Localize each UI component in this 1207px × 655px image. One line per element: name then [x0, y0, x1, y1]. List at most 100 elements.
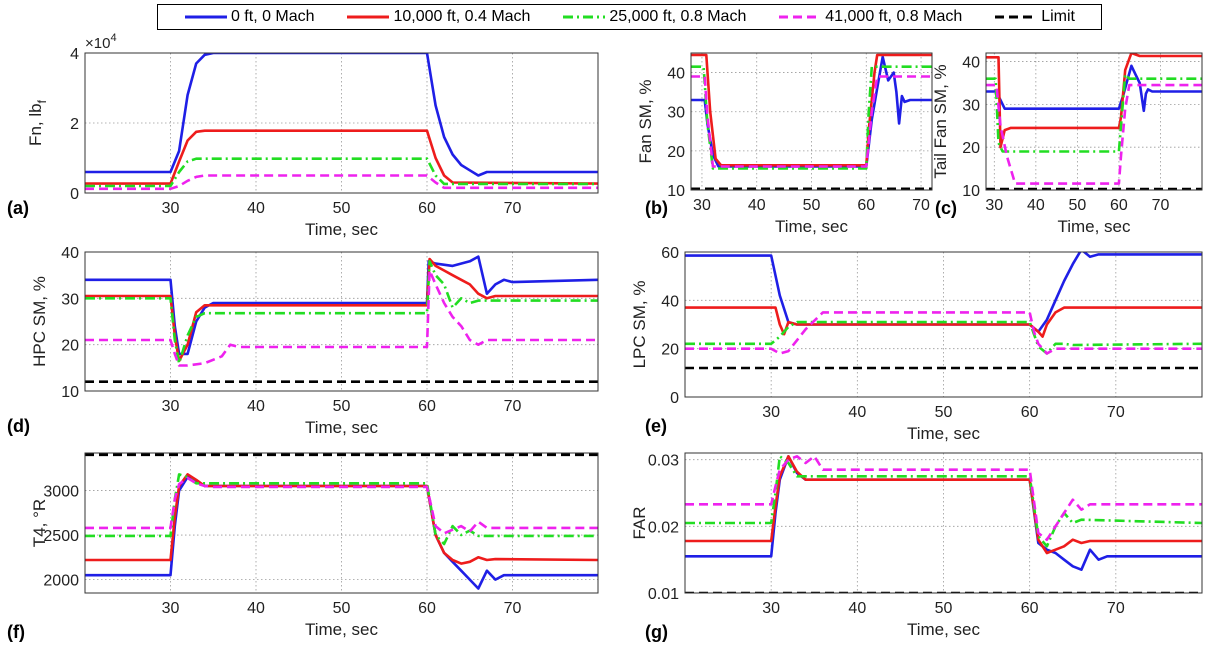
panel-label: (a)	[7, 198, 29, 218]
legend-item: 25,000 ft, 0.8 Mach	[562, 8, 746, 26]
legend-item: 0 ft, 0 Mach	[184, 8, 315, 26]
plot-frame	[690, 52, 933, 191]
plot-frame	[684, 251, 1203, 398]
axis-exponent: ×104	[85, 32, 117, 52]
series-line	[691, 75, 932, 168]
x-axis-label: Time, sec	[907, 620, 981, 639]
y-axis-label: Fn, lbf	[26, 99, 49, 146]
x-tick-label: 40	[247, 600, 265, 617]
x-tick-label: 30	[693, 197, 711, 214]
panel-label: (g)	[645, 622, 668, 642]
x-tick-label: 60	[857, 197, 875, 214]
plot-frame	[84, 251, 599, 392]
x-tick-label: 70	[912, 197, 930, 214]
x-tick-label: 30	[162, 398, 180, 415]
chart-panel: 30 40 50 60 70 0.01 0.02 0.03 Time, sec FAR (g)	[630, 452, 1203, 642]
y-axis-label-text: T4, °R	[30, 499, 49, 547]
x-tick-label: 70	[1152, 197, 1170, 214]
legend-item: 41,000 ft, 0.8 Mach	[778, 8, 962, 26]
y-tick-label: 40	[667, 66, 685, 83]
series-line	[85, 129, 598, 185]
x-tick-label: 30	[762, 404, 780, 421]
legend: 0 ft, 0 Mach 10,000 ft, 0.4 Mach 25,000 ft…	[157, 4, 1102, 30]
y-tick-label: 0.03	[648, 453, 679, 470]
y-axis-label-text: HPC SM, %	[30, 276, 49, 367]
x-tick-label: 40	[848, 404, 866, 421]
legend-item: Limit	[994, 8, 1075, 26]
series-line	[85, 476, 598, 535]
series-line	[986, 64, 1202, 113]
y-tick-label: 2000	[43, 573, 79, 590]
y-tick-label: 10	[962, 183, 980, 200]
y-tick-label: 30	[962, 97, 980, 114]
plot-frame	[84, 52, 599, 194]
y-tick-label: 40	[962, 55, 980, 72]
y-tick-label: 2	[70, 116, 79, 133]
series-line	[85, 174, 598, 191]
legend-label: 25,000 ft, 0.8 Mach	[609, 8, 747, 25]
plot-area	[986, 53, 1202, 190]
x-tick-label: 50	[333, 600, 351, 617]
panel-label: (d)	[7, 416, 30, 436]
x-tick-label: 40	[247, 200, 265, 217]
x-axis-label: Time, sec	[775, 217, 849, 236]
legend-swatch	[184, 15, 227, 19]
y-tick-label: 2500	[43, 528, 79, 545]
panel-label: (b)	[645, 198, 668, 218]
series-line	[85, 269, 598, 367]
x-tick-label: 50	[935, 600, 953, 617]
legend-label: 41,000 ft, 0.8 Mach	[825, 8, 963, 25]
x-tick-label: 30	[985, 197, 1003, 214]
y-axis-label: Fan SM, %	[636, 79, 655, 163]
x-tick-label: 30	[162, 600, 180, 617]
x-tick-label: 50	[1068, 197, 1086, 214]
x-axis-label: Time, sec	[907, 424, 981, 443]
series-line	[685, 455, 1202, 541]
y-axis-label: LPC SM, %	[630, 281, 649, 369]
x-tick-label: 60	[1021, 404, 1039, 421]
x-tick-label: 70	[504, 600, 522, 617]
x-tick-label: 40	[748, 197, 766, 214]
legend-swatch	[779, 15, 822, 19]
x-tick-label: 70	[1107, 600, 1125, 617]
panel-label: (e)	[645, 416, 667, 436]
x-tick-label: 30	[162, 200, 180, 217]
y-tick-label: 20	[962, 140, 980, 157]
y-tick-label: 10	[61, 384, 79, 401]
y-tick-label: 40	[61, 245, 79, 262]
y-axis-label: T4, °R	[30, 499, 49, 547]
x-tick-label: 60	[1021, 600, 1039, 617]
y-tick-label: 30	[667, 105, 685, 122]
x-tick-label: 60	[1110, 197, 1128, 214]
y-tick-label: 0	[70, 186, 79, 203]
x-axis-label: Time, sec	[305, 418, 379, 437]
y-axis-label-text: Fn, lb	[26, 103, 45, 146]
axis-exponent-power: 4	[110, 32, 116, 44]
x-tick-label: 50	[333, 200, 351, 217]
series-line	[691, 65, 932, 170]
y-axis-label: HPC SM, %	[30, 276, 49, 367]
series-line	[85, 157, 598, 188]
x-tick-label: 70	[504, 398, 522, 415]
y-tick-label: 20	[61, 338, 79, 355]
legend-label: Limit	[1041, 8, 1075, 25]
plot-frame	[684, 452, 1203, 594]
x-tick-label: 50	[935, 404, 953, 421]
x-tick-label: 70	[1107, 404, 1125, 421]
x-tick-label: 50	[333, 398, 351, 415]
legend-swatch	[347, 15, 390, 19]
x-tick-label: 60	[418, 200, 436, 217]
legend-swatch	[995, 15, 1038, 19]
x-tick-label: 70	[504, 200, 522, 217]
y-tick-label: 4	[70, 46, 79, 63]
chart-panel: 30 40 50 60 70 0 20 40 60 Time, sec LPC SM, % (e)	[630, 245, 1203, 443]
x-tick-label: 60	[418, 600, 436, 617]
panel-label: (f)	[7, 622, 25, 642]
y-tick-label: 30	[61, 291, 79, 308]
series-line	[691, 55, 932, 168]
series-line	[986, 73, 1202, 153]
x-tick-label: 40	[1027, 197, 1045, 214]
legend-label: 0 ft, 0 Mach	[230, 8, 315, 25]
chart-panel: 30 40 50 60 70 10 20 30 40 Time, sec HPC SM, % (d)	[7, 245, 599, 437]
